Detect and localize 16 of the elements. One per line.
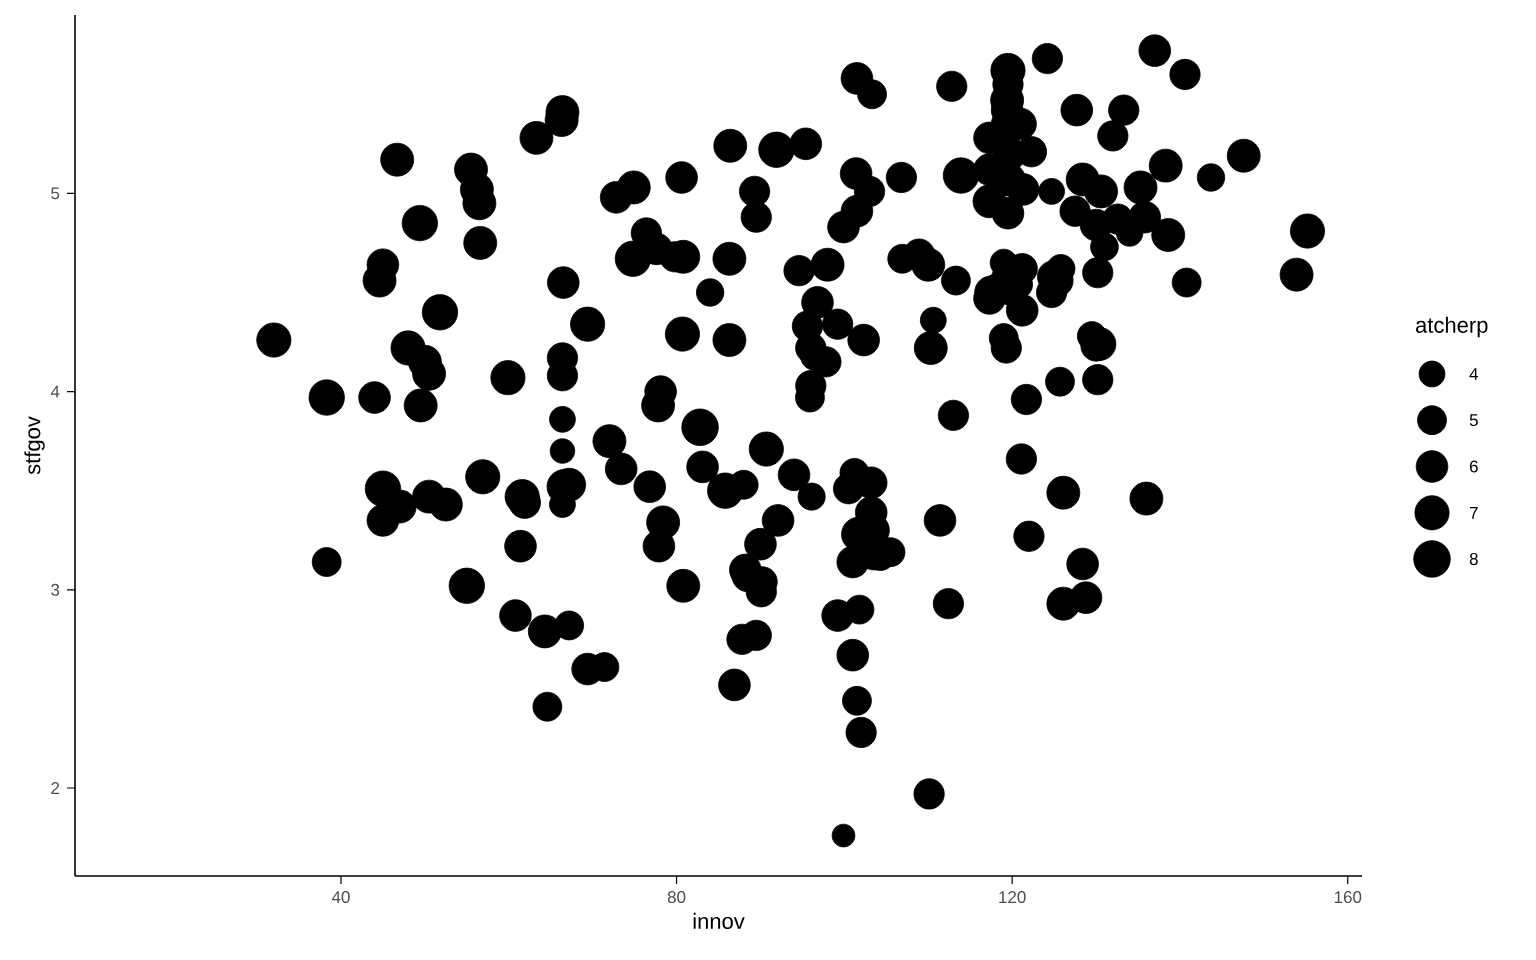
x-tick-label: 120 — [999, 891, 1026, 904]
y-tick-label: 5 — [51, 187, 60, 200]
y-tick-label: 2 — [51, 782, 60, 794]
x-tick-label: 40 — [331, 891, 350, 904]
y-tick-label: 3 — [51, 583, 60, 596]
legend-label: 8 — [1469, 552, 1478, 566]
x-tick-label: 80 — [667, 891, 686, 904]
legend-label: 5 — [1469, 414, 1478, 427]
legend-title: atcherp — [1416, 316, 1488, 338]
legend-label: 4 — [1469, 368, 1479, 380]
x-tick-label: 160 — [1334, 891, 1362, 904]
legend-label: 7 — [1469, 506, 1478, 519]
y-tick-label: 4 — [50, 385, 60, 398]
legend-label: 6 — [1469, 460, 1478, 473]
x-axis-title: innov — [693, 912, 745, 929]
y-axis-title: stfgov — [24, 416, 45, 475]
